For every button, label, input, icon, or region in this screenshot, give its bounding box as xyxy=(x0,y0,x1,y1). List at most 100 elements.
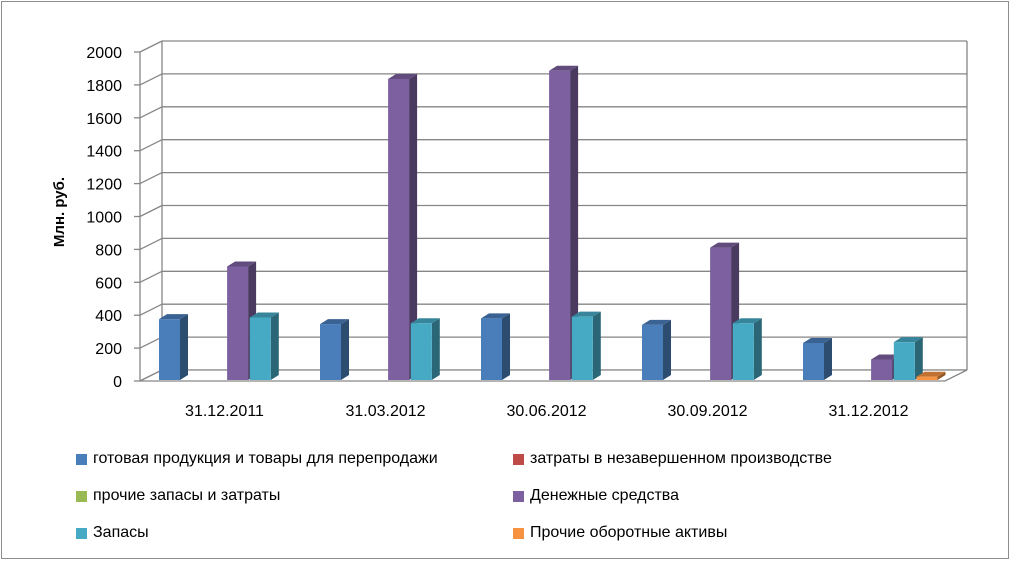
bar-front xyxy=(249,317,271,380)
bar-top xyxy=(320,319,349,325)
bar xyxy=(571,311,601,380)
bar-front xyxy=(803,342,824,380)
legend-label: прочие запасы и затраты xyxy=(93,487,281,504)
gridline-side xyxy=(139,73,163,86)
gridline-side xyxy=(139,204,163,218)
bar-side xyxy=(937,371,946,380)
legend-item: готовая продукция и товары для перепрода… xyxy=(76,450,438,468)
legend-label: Денежные средства xyxy=(530,487,679,504)
gridline-side xyxy=(139,106,163,119)
bar-top xyxy=(159,314,188,320)
bar-front xyxy=(481,318,502,380)
y-tick-label: 200 xyxy=(95,341,122,358)
legend-swatch xyxy=(76,490,87,502)
bar xyxy=(893,337,923,380)
x-tick-label: 30.06.2012 xyxy=(506,403,586,420)
bar-front xyxy=(916,376,938,380)
bar-top xyxy=(871,354,901,360)
gridline-side xyxy=(139,139,163,152)
legend-label: Прочие оборотные активы xyxy=(530,524,728,541)
bar-front xyxy=(227,266,249,380)
bar-side xyxy=(180,314,188,380)
legend-swatch xyxy=(513,453,524,465)
bar-front xyxy=(159,319,180,380)
bar-side xyxy=(914,337,923,380)
x-tick-label: 31.12.2012 xyxy=(828,403,908,420)
bar-front xyxy=(571,316,593,380)
bar-side xyxy=(270,312,279,380)
bar-top xyxy=(803,337,832,343)
legend-item: Денежные средства xyxy=(513,487,679,505)
bar xyxy=(249,312,279,380)
bar-front xyxy=(642,324,663,380)
legend-swatch xyxy=(76,527,87,539)
bar xyxy=(732,318,762,380)
bar xyxy=(481,313,510,380)
gridline-side xyxy=(139,172,163,185)
bar-front xyxy=(871,359,893,380)
bar xyxy=(549,65,579,381)
bar-front xyxy=(410,323,432,380)
y-tick-label: 1400 xyxy=(86,144,122,161)
y-tick-label: 1800 xyxy=(86,78,122,95)
legend-label: Запасы xyxy=(93,524,149,541)
bar-top xyxy=(893,337,923,343)
bar xyxy=(320,319,349,380)
bar-side xyxy=(753,318,762,380)
bar xyxy=(159,314,188,380)
bar-top xyxy=(481,313,510,319)
x-tick-label: 31.03.2012 xyxy=(345,403,425,420)
bar-top xyxy=(710,242,740,248)
bar-top xyxy=(571,311,601,317)
bar-front xyxy=(732,323,754,380)
bar xyxy=(410,318,440,380)
y-tick-label: 800 xyxy=(95,242,122,259)
bar-side xyxy=(409,73,418,380)
legend-item: Запасы xyxy=(76,524,149,542)
legend-item: затраты в незавершенном производстве xyxy=(513,450,832,468)
x-tick-label: 31.12.2011 xyxy=(185,403,264,420)
bar xyxy=(803,337,832,380)
bar-top xyxy=(916,371,946,377)
bar xyxy=(642,319,671,380)
bar-front xyxy=(710,247,732,380)
y-tick-label: 1600 xyxy=(86,111,122,128)
legend-swatch xyxy=(513,527,524,539)
x-tick-label: 30.09.2012 xyxy=(667,403,747,420)
bar-top xyxy=(249,312,279,318)
gridline-side xyxy=(139,270,163,283)
bar-top xyxy=(227,261,257,267)
bar-side xyxy=(824,337,832,380)
bar-front xyxy=(388,78,410,380)
gridline-side xyxy=(139,40,163,53)
legend-swatch xyxy=(76,453,87,465)
legend-swatch xyxy=(513,490,524,502)
bar-side xyxy=(592,311,601,380)
y-tick-label: 0 xyxy=(113,374,122,391)
bar-side xyxy=(341,319,349,380)
legend-item: Прочие оборотные активы xyxy=(513,524,727,542)
legend-label: затраты в незавершенном производстве xyxy=(530,450,832,467)
bars-layer xyxy=(159,65,946,381)
labels-layer: 0 200 400 600 800 1000 1200 1400 1600 1800 2000 31.… xyxy=(86,45,908,420)
bar-top xyxy=(642,319,671,325)
bar-top xyxy=(410,318,440,324)
legend-label: готовая продукция и товары для перепрода… xyxy=(93,450,438,467)
y-tick-label: 600 xyxy=(95,275,122,292)
bar-top xyxy=(388,73,418,79)
bar xyxy=(916,371,946,380)
bar-front xyxy=(893,342,915,380)
bar-side xyxy=(663,319,671,380)
y-tick-label: 2000 xyxy=(86,45,122,62)
bar xyxy=(388,73,418,380)
y-axis-label: Млн. руб. xyxy=(51,177,68,247)
bar-top xyxy=(549,65,579,71)
legend-item: прочие запасы и затраты xyxy=(76,487,280,505)
bar-front xyxy=(320,324,341,380)
y-tick-label: 400 xyxy=(95,308,122,325)
bar-side xyxy=(570,65,579,381)
bar-side xyxy=(431,318,440,380)
bar-top xyxy=(732,318,762,324)
